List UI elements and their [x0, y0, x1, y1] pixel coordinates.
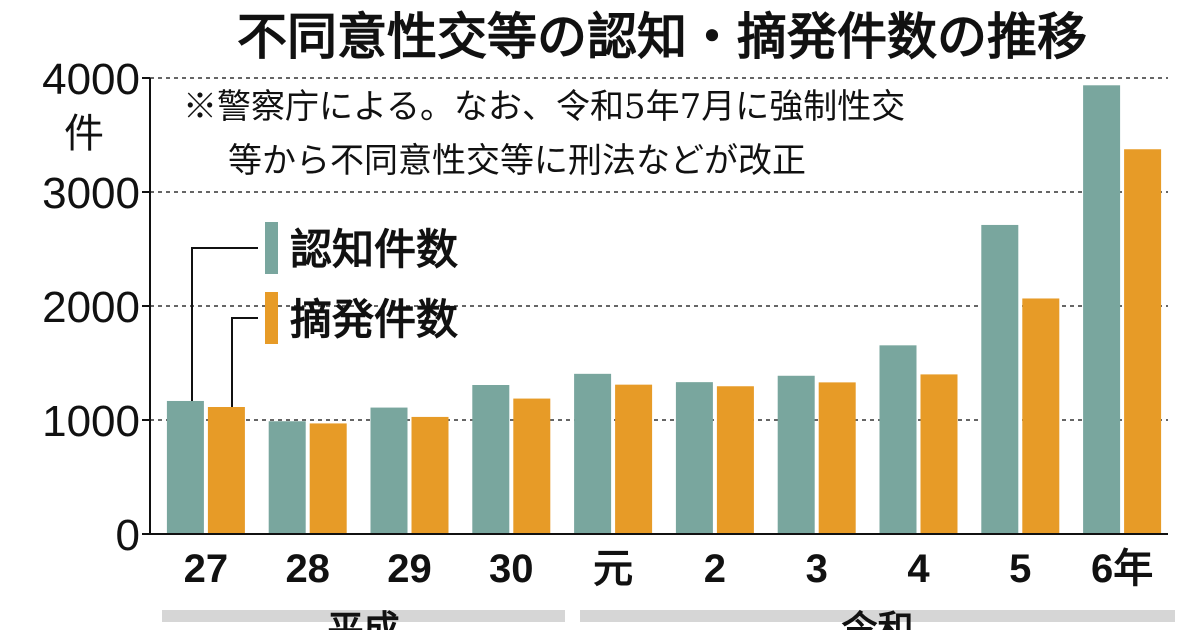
bar-ninchi-4: [574, 373, 612, 534]
chart-title: 不同意性交等の認知・摘発件数の推移: [237, 8, 1087, 66]
bar-ninchi-6: [777, 375, 815, 534]
legend-swatch-1: [265, 292, 278, 344]
y-tick-label-1000: 1000: [42, 397, 140, 446]
bar-tekihatsu-6: [818, 382, 856, 534]
x-category-label-1: 28: [285, 547, 330, 591]
y-axis-ticks: 0 1000 2000 3000 4000: [42, 55, 150, 560]
x-category-label-5: 2: [704, 547, 726, 591]
x-category-label-6: 3: [806, 547, 828, 591]
era-layer: 平成 令和: [162, 609, 1175, 630]
note-line-2: 等から不同意性交等に刑法などが改正: [228, 141, 806, 181]
x-category-label-9: 6年: [1091, 547, 1153, 591]
legend-label-0: 認知件数: [290, 225, 458, 274]
bar-tekihatsu-3: [513, 398, 551, 534]
x-category-label-8: 5: [1009, 547, 1031, 591]
bar-tekihatsu-9: [1124, 149, 1162, 534]
chart-note: ※警察庁による。なお、令和5年7月に強制性交 等から不同意性交等に刑法などが改正: [183, 87, 905, 181]
bar-ninchi-1: [268, 421, 306, 534]
bar-ninchi-3: [472, 385, 510, 534]
x-category-label-3: 30: [489, 547, 534, 591]
bar-ninchi-7: [879, 345, 917, 534]
bar-tekihatsu-4: [615, 384, 653, 534]
bar-tekihatsu-2: [411, 416, 449, 534]
bar-layer: [166, 85, 1162, 535]
x-category-label-7: 4: [907, 547, 930, 591]
legend-leader-0: [191, 247, 258, 401]
era-label-0: 平成: [327, 609, 399, 630]
y-tick-label-4000: 4000: [42, 55, 140, 104]
axis-layer: [149, 78, 1168, 535]
x-axis-categories: 27 28 29 30 元 2 3 4 5 6年: [184, 547, 1154, 591]
legend-swatch-0: [265, 222, 278, 274]
x-category-label-2: 29: [387, 547, 432, 591]
bar-tekihatsu-7: [920, 374, 958, 534]
y-tick-label-2000: 2000: [42, 283, 140, 332]
bar-ninchi-8: [981, 224, 1019, 535]
legend-label-1: 摘発件数: [290, 295, 458, 344]
bar-ninchi-9: [1083, 85, 1121, 535]
y-unit-label: 件: [64, 111, 104, 157]
legend-leader-1: [231, 317, 258, 408]
bar-tekihatsu-8: [1022, 298, 1060, 534]
era-bar-1: [580, 610, 1175, 622]
x-category-label-4: 元: [593, 547, 633, 591]
y-tick-label-3000: 3000: [42, 169, 140, 218]
y-tick-label-0: 0: [116, 511, 140, 560]
note-line-1: ※警察庁による。なお、令和5年7月に強制性交: [183, 87, 905, 127]
bar-ninchi-5: [675, 382, 713, 534]
bar-tekihatsu-5: [716, 386, 754, 534]
bar-ninchi-0: [166, 400, 204, 534]
x-category-label-0: 27: [184, 547, 229, 591]
bar-ninchi-2: [370, 407, 408, 534]
bar-tekihatsu-1: [309, 423, 347, 534]
era-bar-0: [162, 610, 565, 622]
bar-tekihatsu-0: [207, 407, 245, 534]
era-label-1: 令和: [841, 609, 913, 630]
